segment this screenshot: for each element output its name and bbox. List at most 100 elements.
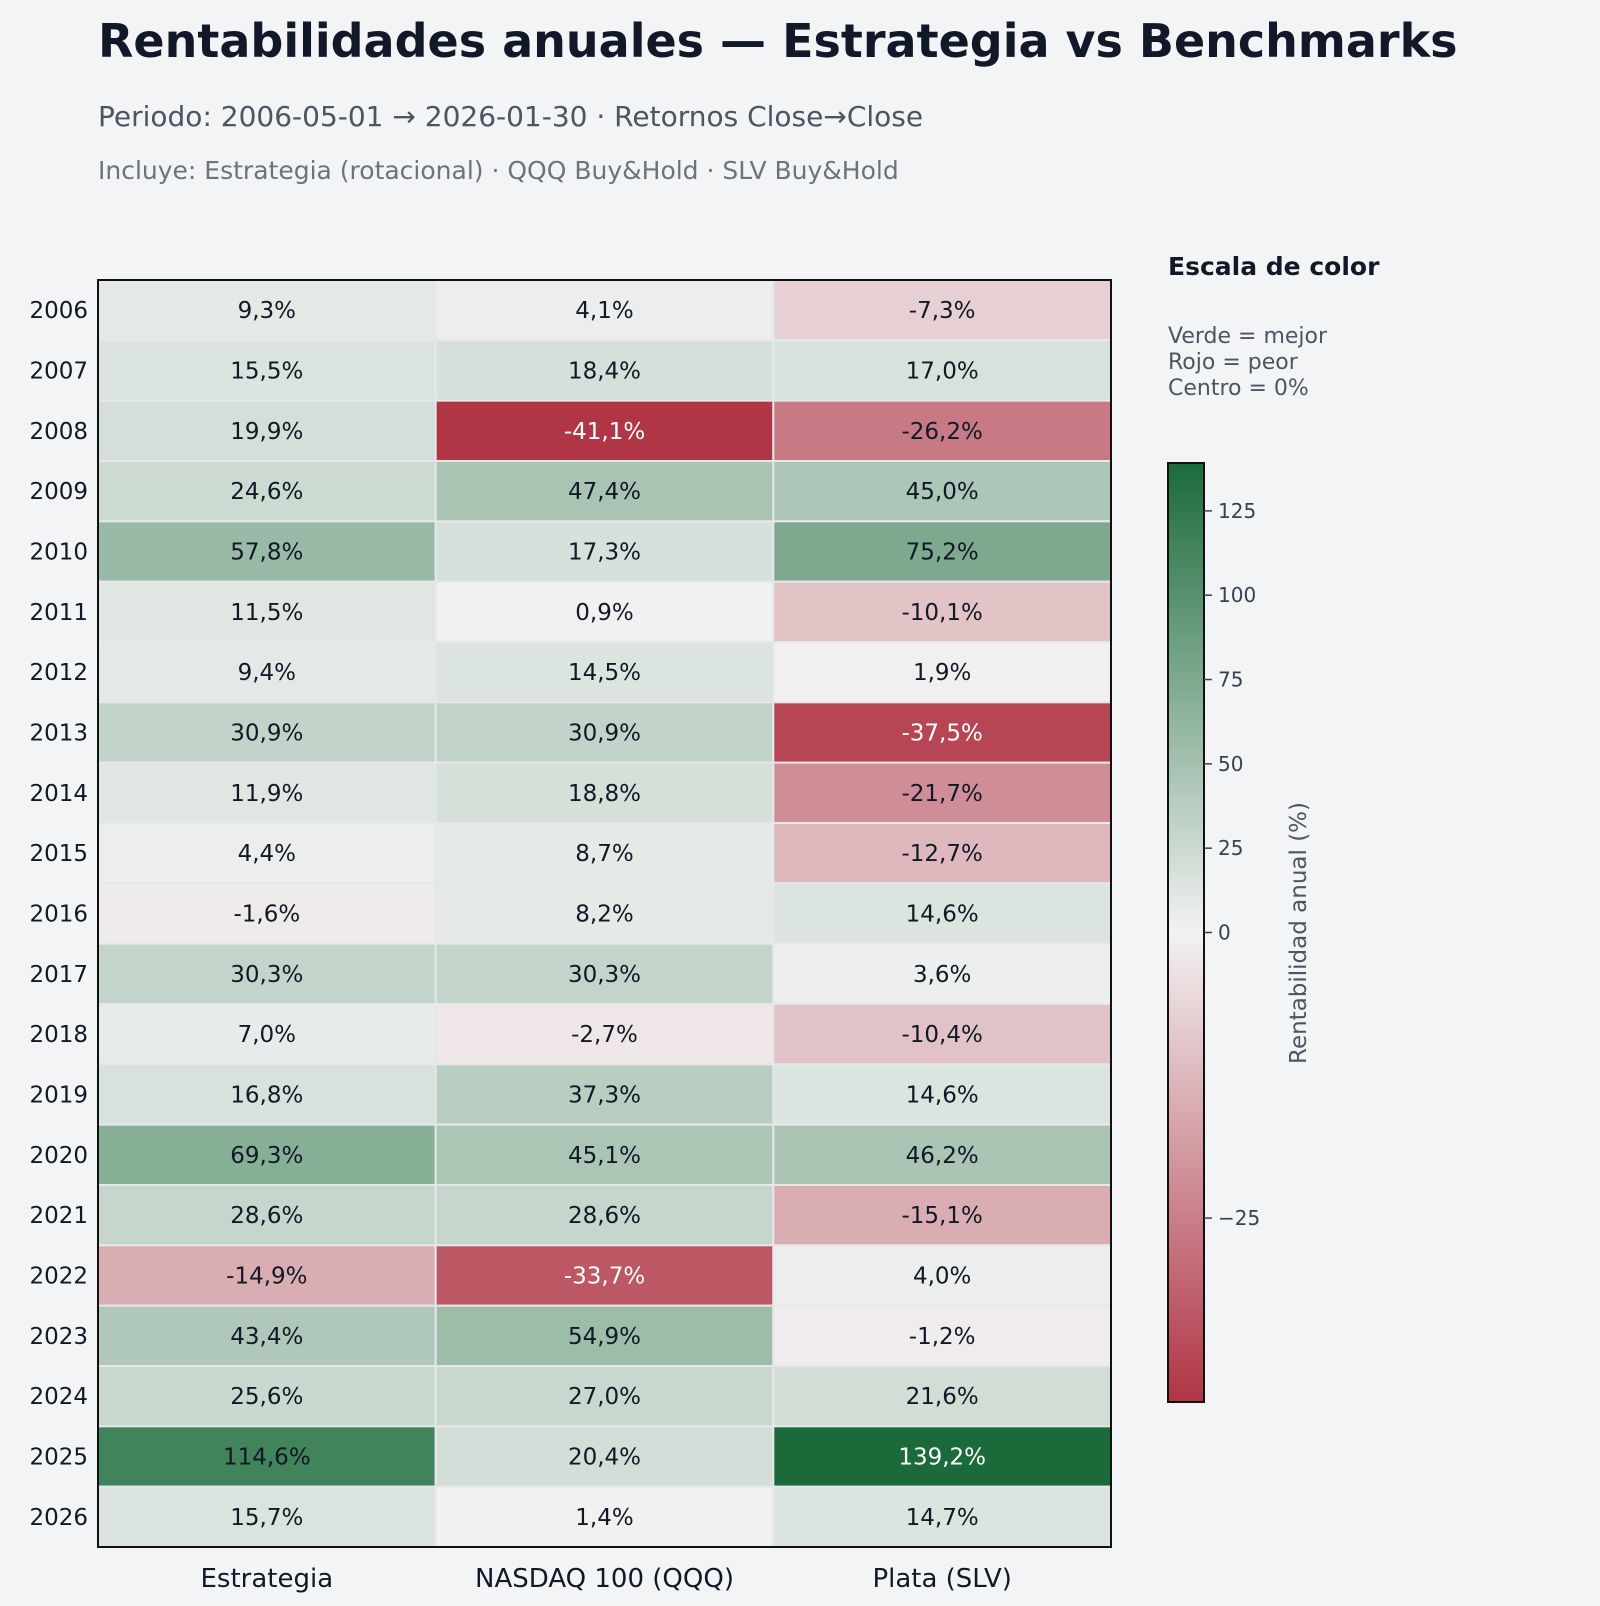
heatmap-cell xyxy=(97,701,437,764)
cell-label: 15,7% xyxy=(230,1505,303,1531)
heatmap-cell xyxy=(97,1063,437,1126)
heatmap-cell xyxy=(772,460,1112,523)
row-label: 2018 xyxy=(29,1022,88,1048)
colorbar-tick-label: 50 xyxy=(1218,752,1243,776)
cell-label: 69,3% xyxy=(230,1143,303,1169)
cell-label: 20,4% xyxy=(568,1445,641,1471)
row-label: 2026 xyxy=(29,1505,88,1531)
cell-label: 27,0% xyxy=(568,1384,641,1410)
column-label: Estrategia xyxy=(201,1564,334,1594)
heatmap-cell xyxy=(772,1123,1112,1186)
cell-label: 0,9% xyxy=(575,600,633,626)
cell-label: 30,9% xyxy=(230,721,303,747)
row-label: 2011 xyxy=(29,600,88,626)
row-label: 2014 xyxy=(29,781,88,807)
colorbar-tick-label: 25 xyxy=(1218,836,1243,860)
column-label: NASDAQ 100 (QQQ) xyxy=(475,1564,734,1594)
heatmap-cell xyxy=(772,1485,1112,1548)
cell-label: -12,7% xyxy=(901,841,982,867)
cell-label: -33,7% xyxy=(564,1264,645,1290)
heatmap-cell xyxy=(772,942,1112,1006)
row-label: 2022 xyxy=(29,1264,88,1290)
heatmap-cell xyxy=(434,1425,775,1488)
heatmap-frame xyxy=(97,279,1112,1548)
cell-label: 3,6% xyxy=(913,962,971,988)
heatmap-cell xyxy=(97,1304,437,1367)
cell-label: 9,3% xyxy=(238,298,296,324)
cell-label: 45,1% xyxy=(568,1143,641,1169)
heatmap-cell xyxy=(97,1003,437,1066)
colorbar-tick-label: 75 xyxy=(1218,668,1243,692)
cell-label: -7,3% xyxy=(909,298,976,324)
row-label: 2008 xyxy=(29,419,88,445)
row-label: 2006 xyxy=(29,298,88,324)
legend-line: Rojo = peor xyxy=(1168,350,1298,375)
row-label: 2024 xyxy=(29,1384,88,1410)
row-label: 2021 xyxy=(29,1203,88,1229)
row-label: 2010 xyxy=(29,540,88,566)
row-label: 2020 xyxy=(29,1143,88,1169)
cell-label: 57,8% xyxy=(230,540,303,566)
cell-label: 37,3% xyxy=(568,1083,641,1109)
cell-label: 1,9% xyxy=(913,660,971,686)
heatmap-cell xyxy=(97,339,437,402)
column-label: Plata (SLV) xyxy=(872,1564,1011,1594)
chart-title: Rentabilidades anuales — Estrategia vs B… xyxy=(98,14,1458,68)
heatmap-cell xyxy=(97,1184,437,1247)
heatmap-cell xyxy=(772,822,1112,885)
cell-label: -26,2% xyxy=(901,419,982,445)
heatmap-cell xyxy=(97,1485,437,1548)
cell-label: 14,6% xyxy=(906,902,979,928)
cell-label: 15,5% xyxy=(230,359,303,385)
cell-label: 19,9% xyxy=(230,419,303,445)
cell-label: 30,9% xyxy=(568,721,641,747)
cell-label: -14,9% xyxy=(226,1264,307,1290)
cell-label: 24,6% xyxy=(230,479,303,505)
row-label: 2025 xyxy=(29,1445,88,1471)
heatmap-cell xyxy=(772,520,1112,583)
heatmap-cell xyxy=(772,399,1112,462)
heatmap-cell xyxy=(434,339,775,402)
cell-label: 28,6% xyxy=(230,1203,303,1229)
cell-label: 16,8% xyxy=(230,1083,303,1109)
row-label: 2012 xyxy=(29,660,88,686)
cell-label: 14,6% xyxy=(906,1083,979,1109)
row-label: 2019 xyxy=(29,1083,88,1109)
row-label: 2015 xyxy=(29,841,88,867)
heatmap-cell xyxy=(772,1184,1112,1247)
colorbar-tick-label: 0 xyxy=(1218,921,1231,945)
cell-label: 43,4% xyxy=(230,1324,303,1350)
cell-label: 14,7% xyxy=(906,1505,979,1531)
heatmap-cell xyxy=(434,520,775,583)
cell-label: 4,0% xyxy=(913,1264,971,1290)
cell-label: 139,2% xyxy=(898,1445,986,1471)
cell-label: 4,1% xyxy=(575,298,633,324)
heatmap-cell xyxy=(772,701,1112,764)
colorbar-tick-label: 125 xyxy=(1218,499,1256,523)
cell-label: -21,7% xyxy=(901,781,982,807)
cell-label: 47,4% xyxy=(568,479,641,505)
cell-label: 25,6% xyxy=(230,1384,303,1410)
cell-label: 18,4% xyxy=(568,359,641,385)
chart-includes: Incluye: Estrategia (rotacional) · QQQ B… xyxy=(98,156,899,185)
chart-subtitle: Periodo: 2006-05-01 → 2026-01-30 · Retor… xyxy=(98,100,924,133)
heatmap-cell xyxy=(97,520,437,583)
cell-label: -1,6% xyxy=(233,902,300,928)
cell-label: 11,9% xyxy=(230,781,303,807)
cell-label: 11,5% xyxy=(230,600,303,626)
colorbar-label: Rentabilidad anual (%) xyxy=(1286,802,1312,1064)
cell-label: 1,4% xyxy=(575,1505,633,1531)
cell-label: -15,1% xyxy=(901,1203,982,1229)
cell-label: 28,6% xyxy=(568,1203,641,1229)
cell-label: 30,3% xyxy=(230,962,303,988)
heatmap-cell xyxy=(434,399,775,462)
cell-label: 8,2% xyxy=(575,902,633,928)
legend-line: Verde = mejor xyxy=(1168,324,1328,349)
cell-label: 7,0% xyxy=(238,1022,296,1048)
cell-label: 21,6% xyxy=(906,1384,979,1410)
colorbar xyxy=(1167,462,1205,1403)
heatmap-cell xyxy=(434,822,775,885)
cell-label: -2,7% xyxy=(571,1022,638,1048)
heatmap-cell xyxy=(434,942,775,1006)
heatmap-cell xyxy=(97,882,437,945)
